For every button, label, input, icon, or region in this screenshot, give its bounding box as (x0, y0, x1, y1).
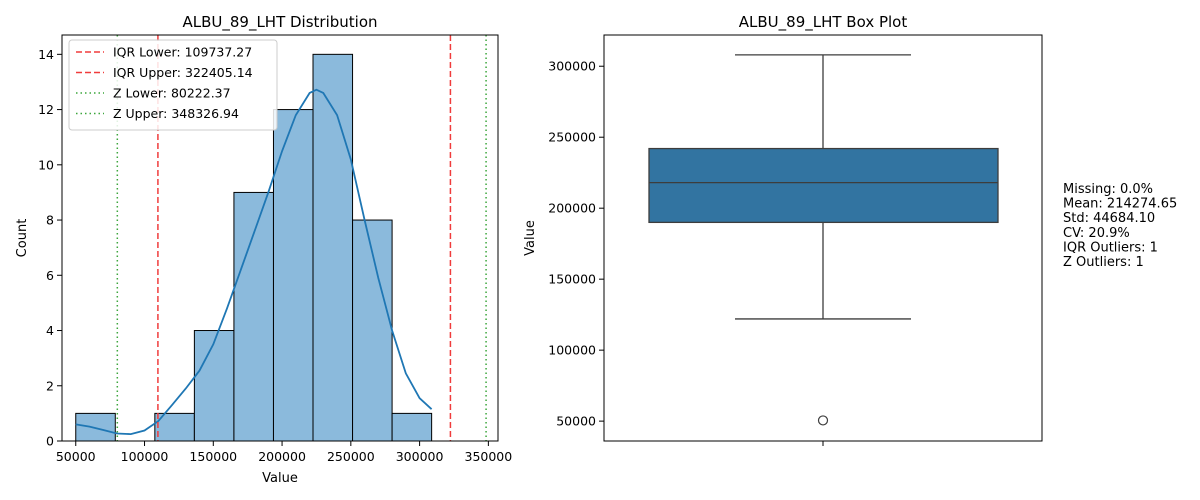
x-tick-label: 300000 (396, 449, 444, 464)
y-tick-label: 200000 (548, 201, 596, 216)
y-tick-label: 100000 (548, 343, 596, 358)
legend-label: IQR Upper: 322405.14 (113, 65, 253, 80)
stats-line: Missing: 0.0% (1063, 182, 1153, 197)
y-tick-label: 4 (46, 323, 54, 338)
x-tick-label: 150000 (189, 449, 237, 464)
stats-line: Std: 44684.10 (1063, 211, 1155, 226)
boxplot-y-label: Value (523, 220, 538, 256)
x-tick-label: 100000 (121, 449, 169, 464)
histogram-y-ticks: 0 2 4 6 8 10 12 14 (38, 47, 62, 449)
y-tick-label: 8 (46, 213, 54, 228)
y-tick-label: 14 (38, 47, 54, 62)
histogram-bar (312, 53, 354, 442)
boxplot-shapes (648, 54, 999, 426)
histogram-y-label: Count (15, 219, 30, 258)
legend-label: Z Lower: 80222.37 (113, 86, 231, 101)
histogram-bar (391, 412, 433, 442)
stats-line: Z Outliers: 1 (1063, 255, 1144, 270)
stats-line: CV: 20.9% (1063, 226, 1130, 241)
boxplot-title: ALBU_89_LHT Box Plot (739, 13, 908, 32)
y-tick-label: 12 (38, 102, 54, 117)
legend-label: IQR Lower: 109737.27 (113, 45, 252, 60)
stats-line: Mean: 214274.65 (1063, 197, 1177, 212)
legend-label: Z Upper: 348326.94 (113, 106, 239, 121)
histogram-x-ticks: 50000 100000 150000 200000 250000 300000 35000… (56, 441, 512, 464)
histogram-x-label: Value (262, 471, 298, 486)
iqr-box (648, 147, 999, 224)
y-tick-label: 50000 (556, 414, 596, 429)
histogram-bar (193, 330, 235, 442)
y-tick-label: 250000 (548, 130, 596, 145)
kde-curve (75, 88, 433, 436)
stats-line: IQR Outliers: 1 (1063, 240, 1158, 255)
legend-box (68, 39, 278, 131)
y-tick-label: 10 (38, 157, 54, 172)
x-tick-label: 50000 (56, 449, 96, 464)
x-tick-label: 200000 (258, 449, 306, 464)
legend: IQR Lower: 109737.27 IQR Upper: 322405.14… (68, 39, 278, 131)
histogram-panel: ALBU_89_LHT Distribution 50000 100000 1500… (15, 13, 512, 486)
boxplot-panel: ALBU_89_LHT Box Plot 50000 100000 150000 20… (523, 13, 1043, 446)
histogram-bar (233, 191, 274, 442)
boxplot-y-ticks: 50000 100000 150000 200000 250000 300000 (548, 59, 604, 429)
y-tick-label: 150000 (548, 272, 596, 287)
x-tick-label: 350000 (465, 449, 513, 464)
histogram-axes-frame (61, 34, 499, 442)
histogram-title: ALBU_89_LHT Distribution (182, 13, 377, 32)
y-tick-label: 6 (46, 268, 54, 283)
outlier-point (817, 415, 829, 426)
x-tick-label: 250000 (327, 449, 375, 464)
y-tick-label: 2 (46, 378, 54, 393)
y-tick-label: 0 (46, 434, 54, 449)
histogram-bars (75, 53, 433, 442)
y-tick-label: 300000 (548, 59, 596, 74)
